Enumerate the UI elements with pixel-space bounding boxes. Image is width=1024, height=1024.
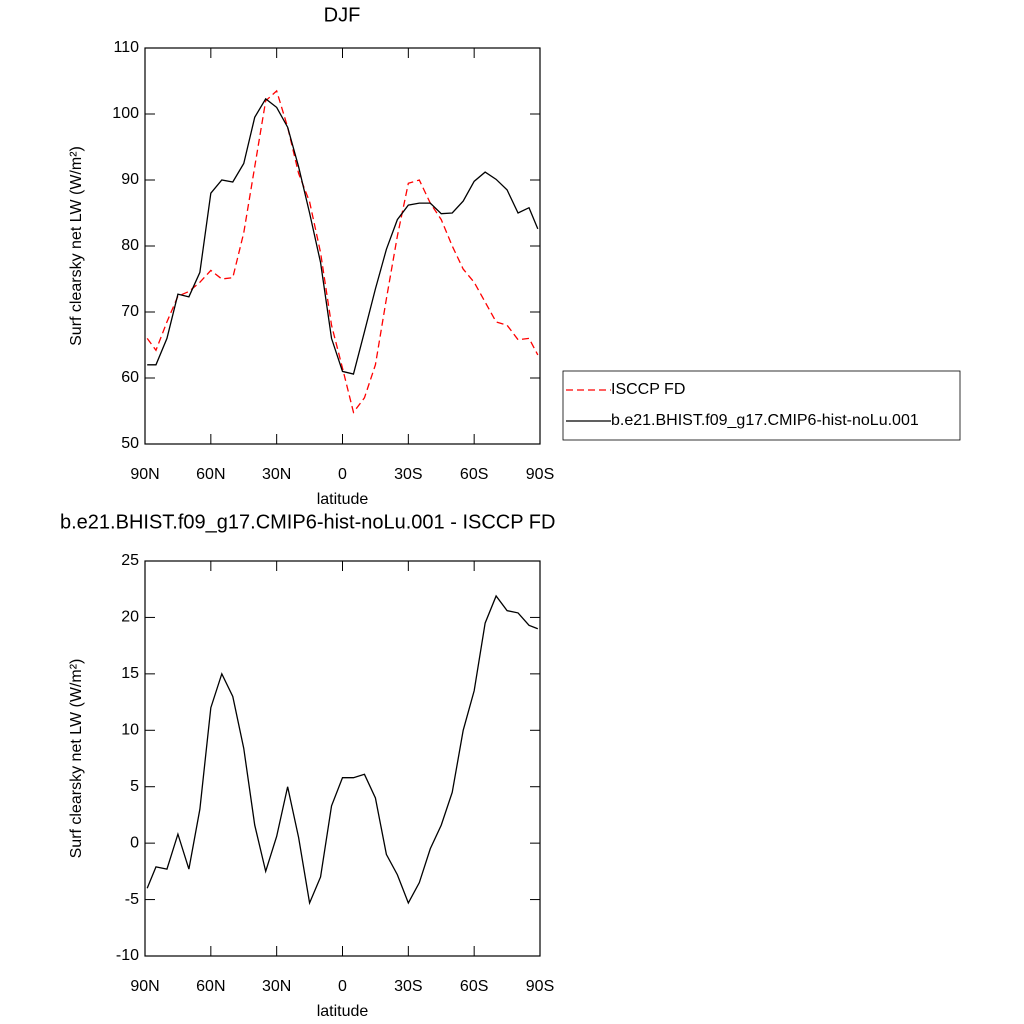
data-line <box>146 594 539 906</box>
y-tick-label: 15 <box>121 665 139 682</box>
y-tick-label: 50 <box>121 435 139 452</box>
chart-title: b.e21.BHIST.f09_g17.CMIP6-hist-noLu.001 … <box>60 511 555 533</box>
x-axis-label: latitude <box>317 1003 369 1020</box>
y-tick-label: 110 <box>113 39 139 56</box>
y-axis-label: Surf clearsky net LW (W/m²) <box>68 659 85 859</box>
x-tick-label: 90S <box>526 466 554 483</box>
x-tick-label: 60S <box>460 466 488 483</box>
chart-title: DJF <box>324 4 361 26</box>
y-tick-label: 10 <box>121 722 139 739</box>
y-tick-label: 20 <box>121 609 139 626</box>
x-tick-label: 0 <box>338 466 347 483</box>
x-tick-label: 60N <box>196 978 225 995</box>
x-tick-label: 30S <box>394 466 422 483</box>
y-tick-label: 5 <box>130 778 139 795</box>
y-tick-label: 0 <box>130 834 139 851</box>
legend-box <box>562 370 961 441</box>
y-tick-label: 25 <box>121 552 139 569</box>
y-tick-label: 80 <box>121 237 139 254</box>
x-axis-label: latitude <box>317 491 369 508</box>
y-tick-label: 60 <box>121 369 139 386</box>
x-tick-label: 0 <box>338 978 347 995</box>
legend-label: ISCCP FD <box>611 381 685 398</box>
legend-label: b.e21.BHIST.f09_g17.CMIP6-hist-noLu.001 <box>611 412 919 429</box>
x-tick-label: 30S <box>394 978 422 995</box>
y-tick-label: 70 <box>121 303 139 320</box>
x-tick-label: 90N <box>130 978 159 995</box>
y-tick-label: -5 <box>125 891 139 908</box>
x-tick-label: 30N <box>262 466 291 483</box>
x-tick-label: 90N <box>130 466 159 483</box>
y-tick-label: 90 <box>121 171 139 188</box>
x-tick-label: 90S <box>526 978 554 995</box>
data-line <box>147 97 539 375</box>
y-tick-label: 100 <box>112 105 139 122</box>
plot-frame <box>144 47 541 445</box>
data-line <box>146 89 539 414</box>
x-tick-label: 60S <box>460 978 488 995</box>
y-axis-label: Surf clearsky net LW (W/m²) <box>68 146 85 346</box>
plot-frame <box>144 560 541 957</box>
y-tick-label: -10 <box>116 947 139 964</box>
x-tick-label: 60N <box>196 466 225 483</box>
x-tick-label: 30N <box>262 978 291 995</box>
